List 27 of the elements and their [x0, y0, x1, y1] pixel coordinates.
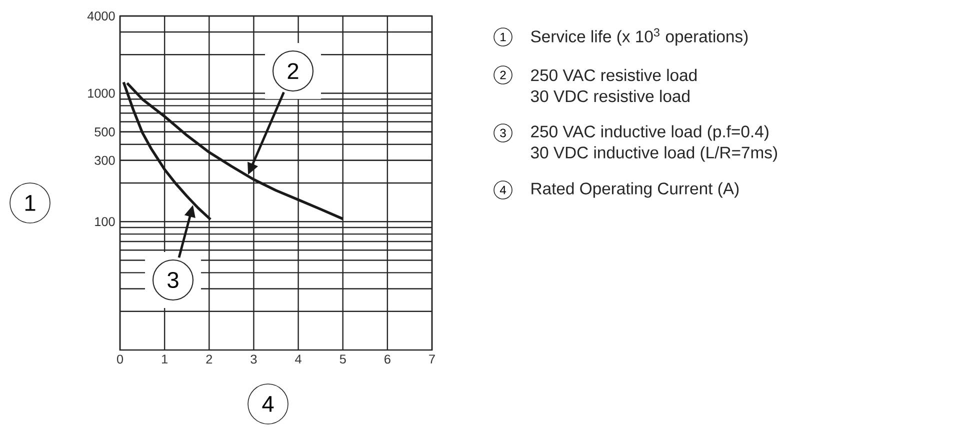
x-tick-label: 0	[116, 354, 124, 364]
text: 30 VDC resistive load	[530, 90, 690, 102]
text: 30 VDC inductive load (L/R=7ms)	[530, 146, 777, 162]
x-axis-title: 4	[262, 396, 274, 412]
text: 2	[500, 70, 506, 80]
y-tick-label: 4000	[87, 12, 115, 20]
y-tick-label: 300	[94, 156, 115, 165]
x-tick-label: 3	[250, 354, 257, 364]
x-tick-label: 7	[429, 354, 435, 364]
y-axis-title: 1	[25, 195, 36, 211]
text: 250 VAC resistive load	[531, 68, 697, 82]
y-tick-label: 1000	[88, 88, 115, 98]
x-tick-label: 4	[295, 354, 302, 364]
x-tick-label: 6	[384, 354, 390, 364]
annotation: 3	[168, 272, 178, 288]
annotation: 2	[288, 63, 298, 79]
text: 4	[500, 186, 506, 194]
x-tick-label: 2	[206, 354, 212, 364]
y-tick-label: 500	[94, 127, 115, 136]
text: Service life (x 10$^{3}$ operations)	[531, 28, 748, 46]
text: 250 VAC inductive load (p.f=0.4)	[531, 125, 768, 141]
text: 1	[500, 32, 506, 42]
text: Rated Operating Current (A)	[532, 182, 739, 198]
x-tick-label: 5	[340, 354, 346, 364]
x-tick-label: 1	[162, 354, 168, 364]
text: 3	[500, 128, 506, 138]
y-tick-label: 100	[95, 217, 115, 226]
